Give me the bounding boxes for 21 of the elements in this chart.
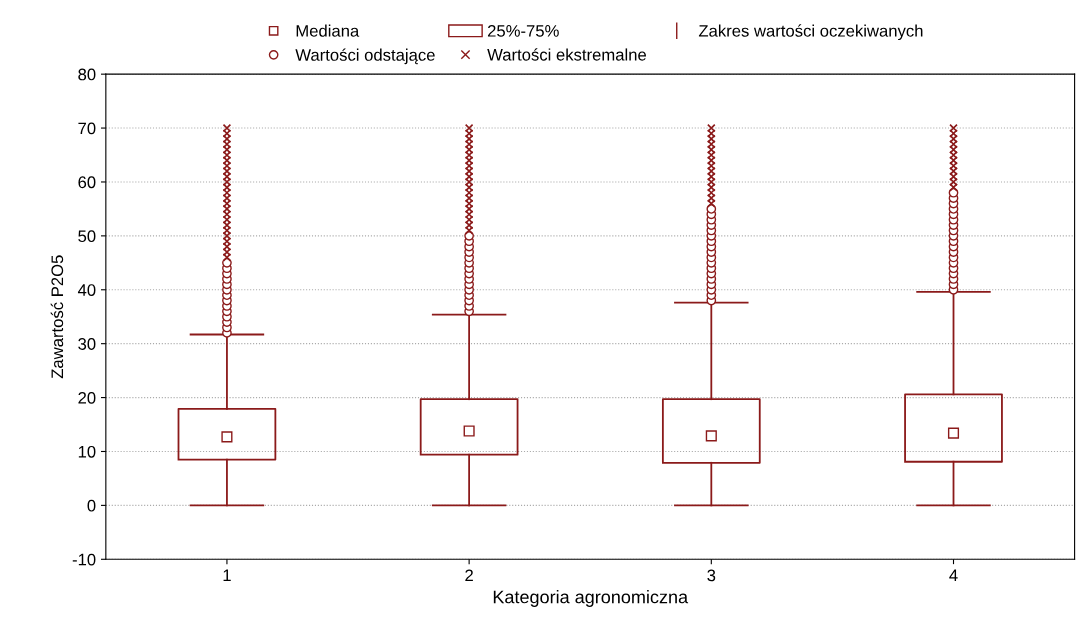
x-tick-label: 3 (707, 569, 716, 582)
text: Zakres wartości oczekiwanych (698, 24, 923, 41)
y-tick-label: 60 (78, 176, 96, 189)
x-tick-label: 1 (223, 569, 231, 582)
y-tick-label: -10 (72, 553, 96, 566)
y-axis-title: Zawartość P2O5 (50, 255, 64, 379)
legend-label: Wartości ekstremalne (487, 48, 646, 61)
text: Mediana (296, 24, 360, 37)
y-tick-label: 0 (87, 499, 96, 512)
y-tick-label: 70 (78, 122, 96, 135)
y-tick-label: 80 (78, 68, 96, 81)
y-tick-label: 40 (77, 284, 96, 296)
y-tick-label: 20 (78, 391, 96, 404)
y-tick-label: 50 (78, 230, 96, 243)
x-axis-title: Kategoria agronomiczna (493, 590, 689, 607)
text: Wartości odstające (295, 48, 435, 65)
x-tick-label: 2 (465, 569, 473, 582)
x-tick-label: 4 (949, 569, 958, 582)
y-tick-label: 10 (78, 445, 96, 458)
text: 25%-75% (487, 24, 559, 37)
y-tick-label: 30 (78, 338, 96, 350)
